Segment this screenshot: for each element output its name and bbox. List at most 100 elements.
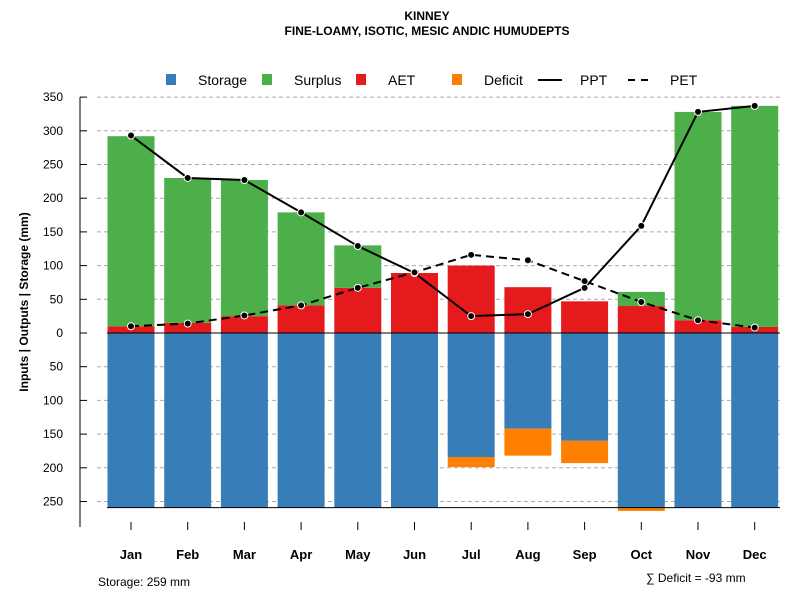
surplus-bar: [277, 212, 325, 306]
pet-point: [183, 319, 192, 328]
storage-bar: [674, 333, 722, 508]
x-tick-label: Sep: [573, 547, 597, 562]
ppt-point: [637, 221, 646, 230]
ppt-point: [580, 283, 589, 292]
ppt-point: [127, 131, 135, 140]
pet-point: [353, 283, 362, 292]
x-tick-label: Mar: [233, 547, 256, 562]
x-tick-label: Apr: [290, 547, 312, 562]
ppt-point: [240, 176, 249, 185]
storage-bar: [277, 333, 325, 508]
legend-label-deficit: Deficit: [484, 72, 523, 88]
legend-swatch-aet: [356, 74, 366, 85]
surplus-bar: [220, 180, 268, 317]
x-tick-label: Feb: [176, 547, 199, 562]
ppt-point: [750, 101, 759, 110]
ppt-line: [130, 104, 755, 318]
storage-bar: [731, 333, 779, 508]
pet-point: [580, 277, 589, 286]
y-axis-label: Inputs | Outputs | Storage (mm): [17, 212, 31, 391]
x-tick-label: Jun: [403, 547, 426, 562]
legend-swatch-storage: [166, 74, 176, 85]
legend-label-pet: PET: [670, 72, 698, 88]
deficit-annotation: ∑ Deficit = -93 mm: [646, 571, 746, 585]
pet-point: [750, 323, 759, 332]
legend-label-ppt: PPT: [580, 72, 608, 88]
y-tick-label: 100: [43, 259, 63, 273]
y-tick-label: 50: [50, 360, 64, 374]
aet-bar: [334, 287, 382, 333]
aet-bar: [220, 316, 268, 333]
pet-line: [130, 253, 755, 329]
y-tick-label: 250: [43, 158, 63, 172]
storage-bar: [220, 333, 268, 508]
surplus-bar: [731, 105, 779, 327]
storage-bar: [617, 333, 665, 508]
ppt-point: [523, 310, 532, 319]
aet-bar: [277, 305, 325, 333]
pet-point: [637, 297, 646, 306]
surplus-bar: [334, 245, 382, 288]
ppt-point: [183, 173, 192, 182]
legend-label-storage: Storage: [198, 72, 247, 88]
x-tick-label: Nov: [686, 547, 711, 562]
aet-bar: [561, 301, 609, 333]
ppt-point: [694, 107, 702, 116]
y-tick-label: 100: [43, 393, 63, 407]
storage-bar: [164, 333, 212, 508]
x-tick-label: Jan: [120, 547, 142, 562]
storage-bar: [447, 333, 495, 458]
chart-title: KINNEY: [404, 9, 449, 23]
y-tick-label: 0: [56, 326, 63, 340]
pet-point: [694, 316, 702, 325]
aet-bar: [447, 265, 495, 333]
ppt-point: [353, 242, 362, 251]
pet-point: [523, 256, 532, 265]
x-tick-label: May: [345, 547, 371, 562]
surplus-bar: [164, 177, 212, 323]
legend-label-aet: AET: [388, 72, 416, 88]
storage-bar: [391, 333, 438, 508]
y-tick-label: 50: [50, 292, 64, 306]
aet-bar: [391, 273, 438, 333]
deficit-bar: [617, 507, 665, 511]
aet-bar: [617, 306, 665, 333]
storage-bar: [107, 333, 155, 508]
y-tick-label: 350: [43, 90, 63, 104]
pet-point: [467, 250, 476, 259]
pet-point: [410, 268, 419, 277]
x-tick-label: Jul: [462, 547, 481, 562]
pet-point: [127, 322, 135, 331]
ppt-point: [297, 208, 306, 217]
legend-swatch-surplus: [262, 74, 272, 85]
storage-bar: [504, 333, 552, 429]
aet-bar: [674, 320, 722, 333]
x-tick-label: Dec: [743, 547, 767, 562]
aet-bar: [164, 322, 212, 333]
storage-bar: [334, 333, 382, 508]
y-tick-label: 200: [43, 191, 63, 205]
deficit-bar: [504, 428, 552, 456]
deficit-bar: [561, 440, 609, 464]
aet-bar: [504, 287, 552, 333]
chart-subtitle: FINE-LOAMY, ISOTIC, MESIC ANDIC HUMUDEPT…: [285, 24, 570, 38]
surplus-bar: [674, 111, 722, 321]
pet-point: [240, 311, 249, 320]
deficit-bar: [447, 457, 495, 468]
y-tick-label: 150: [43, 225, 63, 239]
y-tick-label: 250: [43, 495, 63, 509]
ppt-point: [467, 312, 476, 321]
storage-bar: [561, 333, 609, 441]
legend-label-surplus: Surplus: [294, 72, 341, 88]
x-tick-label: Aug: [515, 547, 540, 562]
y-tick-label: 300: [43, 124, 63, 138]
legend-swatch-deficit: [452, 74, 462, 85]
y-tick-label: 150: [43, 427, 63, 441]
storage-annotation: Storage: 259 mm: [98, 575, 190, 589]
x-tick-label: Oct: [630, 547, 652, 562]
surplus-bar: [107, 136, 155, 327]
y-tick-label: 200: [43, 461, 63, 475]
pet-point: [297, 301, 306, 310]
